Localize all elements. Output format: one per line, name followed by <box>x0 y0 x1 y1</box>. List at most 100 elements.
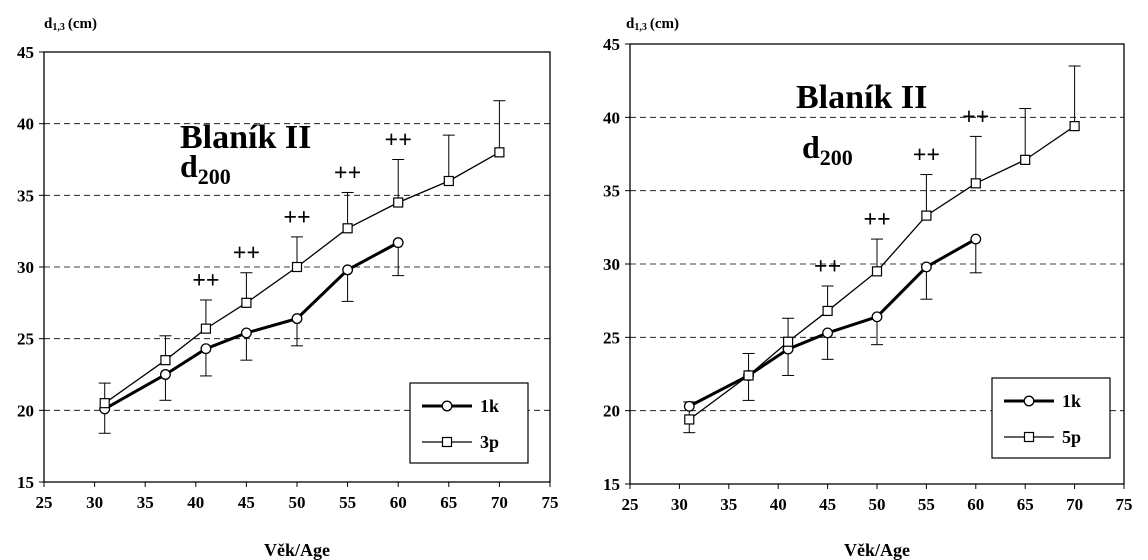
data-point-circle <box>200 343 212 355</box>
significance-mark: ++ <box>283 205 310 231</box>
legend-label: 1k <box>1062 391 1081 411</box>
data-point-square <box>743 370 754 381</box>
data-point-circle <box>441 400 453 412</box>
legend-box <box>409 382 529 464</box>
significance-mark: ++ <box>385 128 412 154</box>
data-point-square <box>494 147 505 158</box>
y-tick-label: 30 <box>603 255 620 274</box>
y-tick-label: 25 <box>17 330 34 349</box>
legend-item-1k: 1k <box>422 396 499 416</box>
data-point-circle <box>920 261 932 273</box>
y-tick-label: 45 <box>17 43 34 62</box>
data-point-circle <box>392 237 404 249</box>
chart-subtitle: d200 <box>802 129 853 170</box>
y-tick-label: 35 <box>17 186 34 205</box>
significance-mark: ++ <box>814 254 841 280</box>
data-point-circle <box>291 313 303 325</box>
data-point-circle <box>1023 395 1035 407</box>
data-point-circle <box>970 233 982 245</box>
y-tick-label: 20 <box>17 401 34 420</box>
significance-mark: ++ <box>334 160 361 186</box>
x-tick-label: 30 <box>86 493 103 512</box>
chart-subtitle: d200 <box>180 148 231 189</box>
y-tick-label: 25 <box>603 328 620 347</box>
x-tick-label: 45 <box>819 495 836 514</box>
y-axis-label-unit: (cm) <box>68 16 97 32</box>
x-tick-label: 50 <box>289 493 306 512</box>
legend: 1k 5p <box>991 377 1111 459</box>
significance-mark: ++ <box>913 143 940 169</box>
y-axis-label: d1,3 (cm) <box>626 16 679 33</box>
series-5p <box>684 121 1080 425</box>
y-tick-label: 45 <box>603 35 620 54</box>
x-axis-label: Věk/Age <box>844 540 910 560</box>
series-3p <box>99 147 505 409</box>
legend-label: 1k <box>480 396 499 416</box>
significance-mark: ++ <box>192 268 219 294</box>
data-point-square <box>342 223 353 234</box>
data-point-circle <box>683 400 695 412</box>
chart-subtitle-sub: 200 <box>198 164 231 189</box>
chart-left: 15 20 25 30 35 40 45 25 30 35 40 45 50 55 60 65 70 75 Věk/… <box>17 16 559 560</box>
significance-mark: ++ <box>863 207 890 233</box>
data-point-square <box>99 398 110 409</box>
significance-mark: ++ <box>233 241 260 267</box>
y-axis-label-main: d <box>44 16 53 32</box>
data-point-square <box>160 355 171 366</box>
y-tick-label: 35 <box>603 182 620 201</box>
series-line-3p <box>104 151 500 404</box>
x-tick-label: 35 <box>137 493 154 512</box>
data-point-square <box>782 336 794 347</box>
data-point-circle <box>871 311 883 323</box>
x-tick-label: 65 <box>440 493 457 512</box>
x-tick-label: 70 <box>1066 495 1083 514</box>
chart-subtitle-sub: 200 <box>820 145 853 170</box>
legend-item-5p: 5p <box>1004 427 1081 447</box>
x-tick-label: 75 <box>542 493 559 512</box>
data-point-square <box>1069 121 1080 132</box>
x-tick-label: 70 <box>491 493 508 512</box>
y-tick-label: 30 <box>17 258 34 277</box>
y-tick-label: 15 <box>17 473 34 492</box>
x-tick-label: 65 <box>1017 495 1034 514</box>
x-axis-label: Věk/Age <box>264 540 330 560</box>
x-tick-label: 55 <box>918 495 935 514</box>
legend-label: 5p <box>1062 427 1081 447</box>
series-1k <box>99 237 404 415</box>
x-tick-label: 45 <box>238 493 255 512</box>
data-point-square <box>200 323 212 334</box>
y-tick-label: 40 <box>17 115 34 134</box>
data-point-circle <box>240 327 252 339</box>
x-tick-label: 50 <box>869 495 886 514</box>
legend: 1k 3p <box>409 382 529 464</box>
y-axis-label-sub: 1,3 <box>52 22 65 33</box>
chart-title: Blaník II <box>180 119 311 156</box>
y-tick-label: 15 <box>603 475 620 494</box>
data-point-square <box>291 261 303 273</box>
data-point-square <box>443 175 454 187</box>
x-tick-label: 40 <box>187 493 204 512</box>
x-tick-label: 60 <box>390 493 407 512</box>
data-point-circle <box>159 369 171 380</box>
x-tick-label: 30 <box>671 495 688 514</box>
legend-label: 3p <box>480 432 499 452</box>
y-tick-label: 40 <box>603 108 620 127</box>
legend-item-1k: 1k <box>1004 391 1081 411</box>
data-point-square <box>871 266 883 277</box>
y-axis-label: d1,3 (cm) <box>44 16 97 33</box>
x-tick-label: 25 <box>622 495 639 514</box>
data-point-square <box>1020 154 1031 165</box>
y-tick-label: 20 <box>603 402 620 421</box>
legend-item-3p: 3p <box>422 432 499 452</box>
data-point-square <box>441 436 453 448</box>
x-tick-label: 60 <box>967 495 984 514</box>
data-point-square <box>1023 431 1035 443</box>
data-point-circle <box>342 264 354 276</box>
y-axis-label-sub: 1,3 <box>634 22 647 33</box>
data-point-square <box>822 305 833 317</box>
data-point-square <box>921 210 932 221</box>
data-point-square <box>684 414 695 425</box>
series-line-1k <box>103 241 399 411</box>
chart-right: 15 20 25 30 35 40 45 25 30 35 40 45 50 55 60 65 70 75 Věk/… <box>603 16 1133 560</box>
x-tick-label: 75 <box>1116 495 1133 514</box>
